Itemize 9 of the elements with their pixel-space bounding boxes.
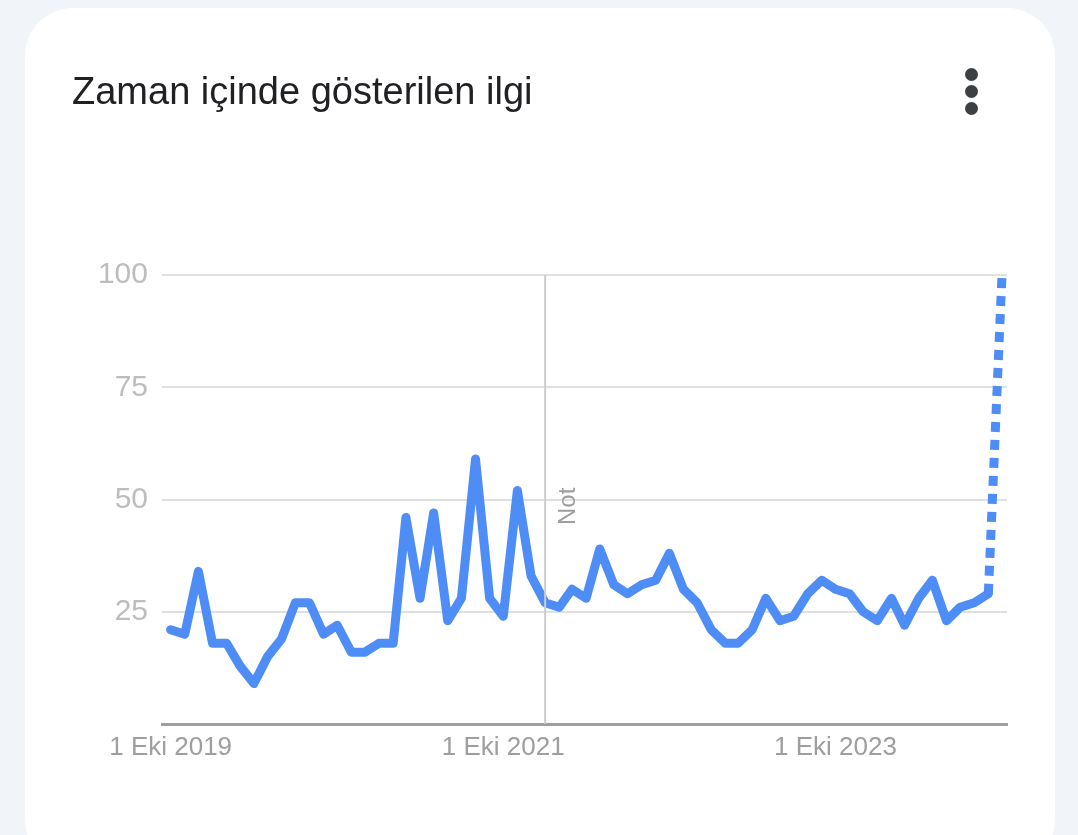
x-tick-label: 1 Eki 2019 (109, 730, 233, 761)
y-tick-label: 50 (114, 480, 148, 514)
y-tick-label: 100 (97, 256, 148, 290)
chart-title: Zaman içinde gösterilen ilgi (72, 70, 533, 113)
ref-line-label: Not (553, 487, 581, 525)
x-tick-label: 1 Eki 2021 (441, 730, 565, 761)
y-tick-label: 75 (114, 368, 148, 402)
x-tick-label: 1 Eki 2023 (774, 730, 897, 761)
y-tick-label: 25 (114, 593, 148, 627)
